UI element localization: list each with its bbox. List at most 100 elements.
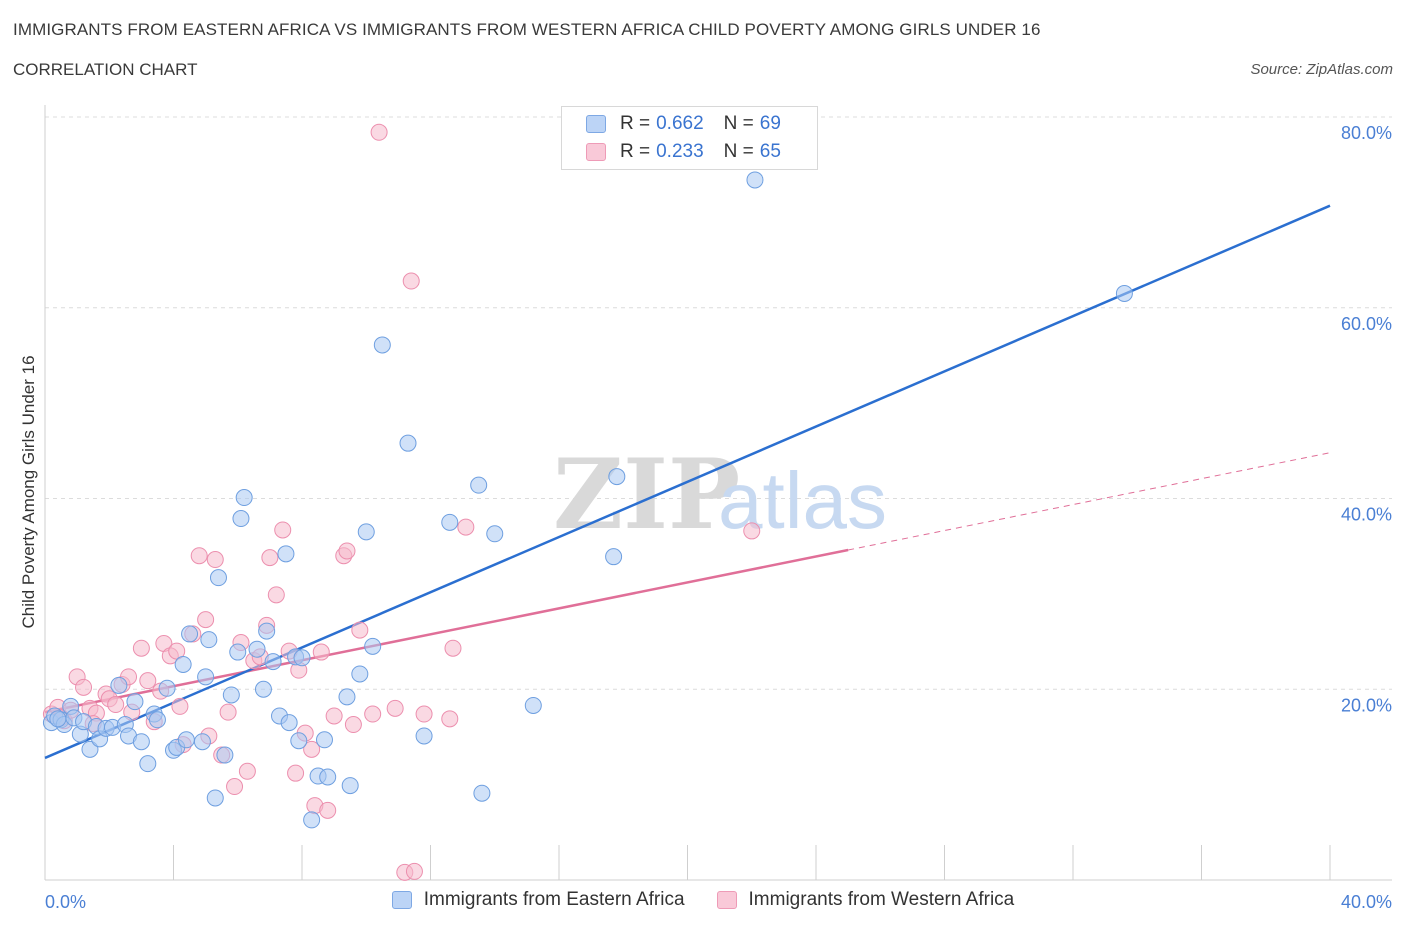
point-eastern <box>132 733 150 751</box>
point-eastern <box>1115 284 1133 302</box>
point-western <box>303 740 321 758</box>
point-western <box>441 710 459 728</box>
point-western <box>405 862 423 880</box>
point-eastern <box>232 510 250 528</box>
point-eastern <box>206 789 224 807</box>
legend-row-eastern: R = 0.662 N = 69 <box>586 112 781 136</box>
point-western <box>415 705 433 723</box>
point-eastern <box>338 688 356 706</box>
point-western <box>107 696 125 714</box>
point-western <box>197 611 215 629</box>
point-western <box>287 764 305 782</box>
grid-lines <box>45 116 1392 690</box>
chart-title: IMMIGRANTS FROM EASTERN AFRICA VS IMMIGR… <box>13 20 1041 39</box>
chart-subtitle: CORRELATION CHART <box>13 60 198 79</box>
point-western <box>190 547 208 565</box>
point-eastern <box>608 468 626 486</box>
legend-label-eastern: Immigrants from Eastern Africa <box>423 889 685 910</box>
data-points <box>42 123 1133 881</box>
point-eastern <box>290 732 308 750</box>
point-eastern <box>373 336 391 354</box>
point-eastern <box>303 811 321 829</box>
point-western <box>457 518 475 536</box>
point-western <box>75 678 93 696</box>
point-eastern <box>248 640 266 658</box>
legend-n-value: 65 <box>759 141 781 162</box>
point-eastern <box>486 525 504 543</box>
legend-row-western: R = 0.233 N = 65 <box>586 140 781 164</box>
x-tick-label: 40.0% <box>1341 892 1392 912</box>
point-eastern <box>524 696 542 714</box>
point-western <box>344 716 362 734</box>
point-eastern <box>229 643 247 661</box>
point-eastern <box>415 727 433 745</box>
point-eastern <box>177 731 195 749</box>
point-eastern <box>357 523 375 541</box>
point-western <box>743 522 761 540</box>
point-western <box>171 697 189 715</box>
y-axis-label: Child Poverty Among Girls Under 16 <box>19 355 38 628</box>
series-legend: Immigrants from Eastern Africa Immigrant… <box>0 889 1406 911</box>
watermark-zip: ZIP <box>553 438 740 551</box>
point-eastern <box>197 668 215 686</box>
point-western <box>219 703 237 721</box>
point-eastern <box>235 489 253 507</box>
point-western <box>238 762 256 780</box>
y-tick-label: 40.0% <box>1341 505 1392 525</box>
point-eastern <box>351 665 369 683</box>
point-eastern <box>605 548 623 566</box>
stats-legend: R = 0.662 N = 69 R = 0.233 N = 65 <box>561 106 818 170</box>
trend-line-western-extension <box>848 452 1331 551</box>
point-western <box>132 639 150 657</box>
source-credit: Source: ZipAtlas.com <box>1250 61 1393 78</box>
point-western <box>338 542 356 560</box>
trend-lines <box>44 204 1331 760</box>
legend-item-eastern[interactable]: Immigrants from Eastern Africa <box>391 889 685 911</box>
axes <box>44 105 1392 881</box>
point-western <box>402 272 420 290</box>
legend-r-label: R = <box>620 113 651 134</box>
point-eastern <box>126 693 144 711</box>
y-tick-label: 60.0% <box>1341 314 1392 334</box>
legend-r-label: R = <box>620 141 651 162</box>
point-eastern <box>293 649 311 667</box>
point-western <box>325 707 343 725</box>
point-western <box>386 699 404 717</box>
point-eastern <box>319 768 337 786</box>
point-eastern <box>441 513 459 531</box>
point-eastern <box>264 653 282 671</box>
trend-line-western <box>44 548 849 714</box>
point-eastern <box>139 755 157 773</box>
point-eastern <box>200 631 218 649</box>
trend-line-eastern <box>44 204 1331 760</box>
point-western <box>274 521 292 539</box>
y-tick-label: 80.0% <box>1341 123 1392 143</box>
point-eastern <box>181 625 199 643</box>
point-eastern <box>209 569 227 587</box>
point-western <box>351 621 369 639</box>
point-western <box>267 586 285 604</box>
point-western <box>139 672 157 690</box>
point-eastern <box>315 731 333 749</box>
point-eastern <box>158 679 176 697</box>
point-eastern <box>49 710 67 728</box>
legend-r-value: 0.233 <box>656 141 704 162</box>
point-eastern <box>277 545 295 563</box>
point-eastern <box>258 622 276 640</box>
point-eastern <box>174 655 192 673</box>
point-western <box>226 778 244 796</box>
point-western <box>364 705 382 723</box>
legend-swatch-eastern <box>586 115 606 133</box>
point-eastern <box>746 171 764 189</box>
point-eastern <box>148 711 166 729</box>
point-eastern <box>110 676 128 694</box>
legend-swatch-western <box>586 143 606 161</box>
point-western <box>370 123 388 141</box>
y-tick-label: 20.0% <box>1341 695 1392 715</box>
legend-item-western[interactable]: Immigrants from Western Africa <box>716 889 1014 911</box>
point-eastern <box>473 784 491 802</box>
point-western <box>206 551 224 569</box>
point-eastern <box>222 686 240 704</box>
